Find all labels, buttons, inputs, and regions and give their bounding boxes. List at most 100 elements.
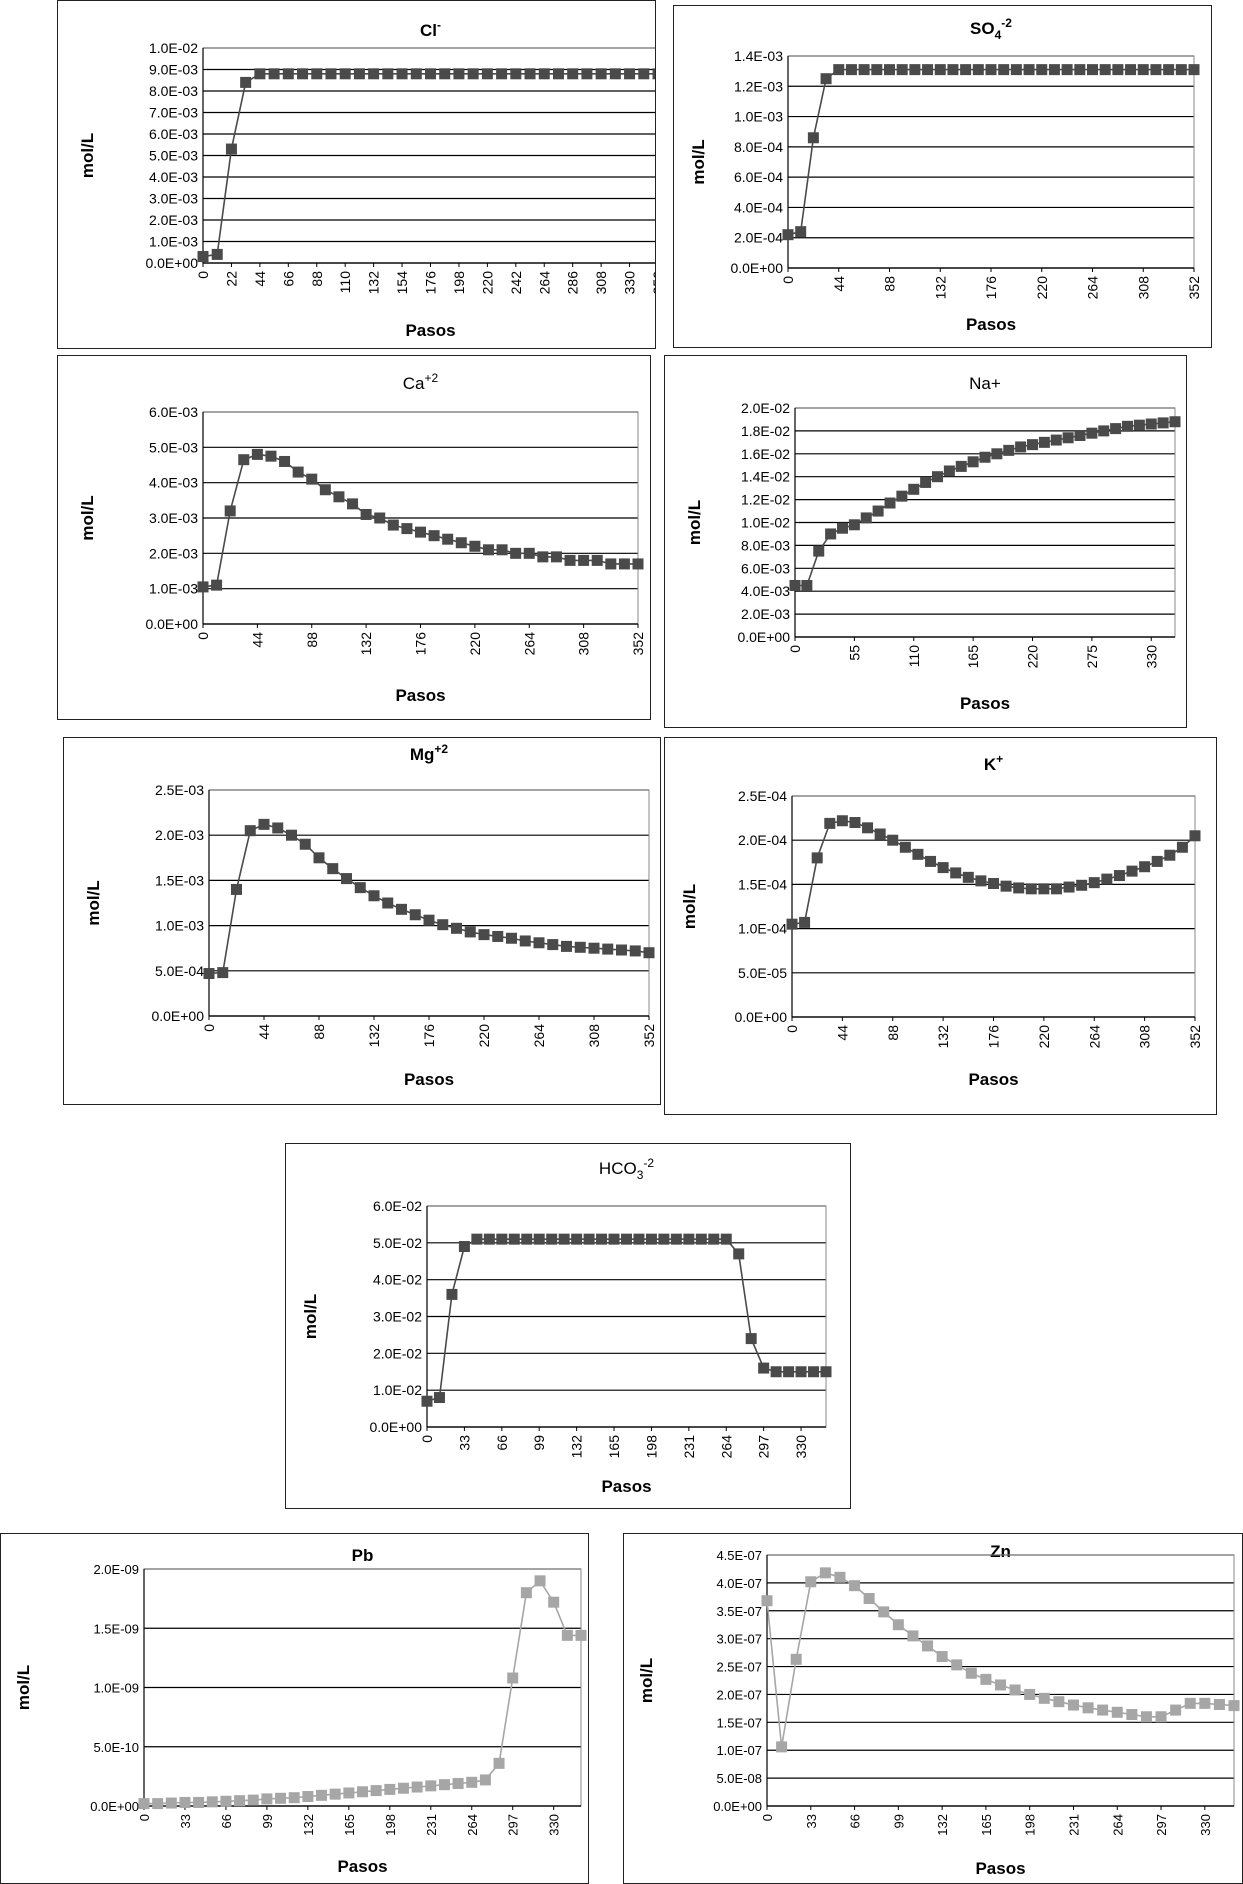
x-tick-label: 132	[935, 1814, 950, 1836]
x-tick-label: 330	[1198, 1814, 1213, 1836]
data-point	[519, 935, 531, 947]
data-point	[783, 1366, 795, 1378]
data-point	[520, 1587, 532, 1599]
data-point	[533, 937, 545, 949]
data-point	[745, 1333, 757, 1345]
x-tick-label: 220	[1036, 1025, 1052, 1049]
data-point	[1025, 883, 1037, 895]
chart-title: Zn	[990, 1542, 1011, 1561]
x-tick-label: 198	[451, 271, 467, 295]
chart-title: Mg+2	[410, 742, 449, 764]
data-point	[1184, 1697, 1196, 1709]
y-tick-label: 1.0E-03	[149, 234, 198, 250]
data-point	[975, 875, 987, 887]
x-tick-label: 99	[260, 1814, 275, 1828]
data-point	[268, 68, 280, 80]
x-tick-label: 0	[195, 632, 211, 640]
data-point	[1176, 841, 1188, 853]
data-point	[871, 64, 883, 76]
data-point	[292, 466, 304, 478]
data-point	[333, 491, 345, 503]
data-point	[197, 581, 209, 593]
data-point	[483, 1233, 495, 1245]
y-tick-label: 2.0E-07	[716, 1687, 762, 1702]
chart-mg: Mg+2 0.0E+00 5.0E-04 1.0E-03 1.5E-03 2.0E-03 2…	[84, 742, 657, 1089]
x-axis-label: Pasos	[337, 1857, 387, 1876]
y-tick-label: 9.0E-03	[149, 62, 198, 78]
chart-title: Cl-	[420, 18, 441, 40]
y-tick-label: 2.0E-03	[149, 545, 198, 561]
data-point	[452, 1777, 464, 1789]
data-point	[510, 547, 522, 559]
y-tick-label: 0.0E+00	[151, 1008, 204, 1024]
chart-panel-ca: Ca+2 0.0E+00 1.0E-03 2.0E-03 3.0E-03 4.0E-03 5…	[57, 355, 651, 720]
y-tick-label: 3.0E-07	[716, 1632, 762, 1647]
data-point	[225, 143, 237, 155]
series-line	[795, 420, 1176, 587]
x-tick-label: 132	[366, 1024, 382, 1048]
data-point	[808, 1366, 820, 1378]
data-point	[776, 1741, 788, 1753]
data-point	[240, 76, 252, 88]
data-point	[1133, 419, 1145, 431]
data-point	[396, 68, 408, 80]
data-point	[469, 540, 481, 552]
chart-title: K+	[984, 752, 1003, 774]
x-axis-label: Pasos	[960, 694, 1010, 713]
chart-panel-zn: Zn 0.0E+00 5.0E-08 1.0E-07 1.5E-07 2.0E-07 2.5…	[623, 1533, 1243, 1884]
x-tick-label: 88	[304, 632, 320, 648]
x-tick-label: 352	[1186, 276, 1202, 300]
data-point	[602, 943, 614, 955]
data-point	[1024, 1688, 1036, 1700]
x-tick-label: 132	[366, 271, 382, 295]
data-point	[1088, 877, 1100, 889]
data-point	[811, 852, 823, 864]
y-tick-label: 3.0E-02	[373, 1309, 422, 1325]
data-point	[683, 1233, 695, 1245]
data-point	[409, 909, 421, 921]
y-axis-label: mol/L	[78, 495, 97, 540]
data-point	[908, 483, 920, 495]
data-point	[1145, 418, 1157, 430]
data-point	[471, 1233, 483, 1245]
data-point	[934, 64, 946, 76]
x-tick-label: 176	[986, 1025, 1002, 1049]
data-point	[439, 68, 451, 80]
data-point	[670, 1233, 682, 1245]
data-point	[231, 883, 242, 895]
x-tick-label: 88	[885, 1025, 901, 1041]
data-point	[206, 1796, 218, 1808]
data-point	[1038, 1692, 1050, 1704]
chart-k: K+ 0.0E+00 5.0E-05 1.0E-04 1.5E-04 2.0E-04 2.5…	[680, 752, 1203, 1089]
data-point	[234, 1795, 246, 1807]
y-tick-label: 7.0E-03	[149, 105, 198, 121]
data-point	[789, 579, 801, 591]
data-point	[998, 64, 1010, 76]
data-point	[849, 817, 861, 829]
series-line	[202, 453, 638, 588]
x-tick-label: 220	[1034, 276, 1050, 300]
y-tick-label: 4.0E-03	[149, 475, 198, 491]
x-tick-label: 88	[309, 271, 325, 287]
data-point	[1126, 865, 1138, 877]
data-point	[912, 848, 924, 860]
data-point	[508, 1233, 520, 1245]
data-point	[892, 1619, 904, 1631]
x-tick-label: 330	[793, 1435, 809, 1459]
x-tick-label: 44	[256, 1024, 272, 1040]
data-point	[907, 1630, 919, 1642]
data-point	[558, 1233, 570, 1245]
data-point	[564, 554, 576, 566]
y-tick-label: 3.0E-03	[149, 510, 198, 526]
x-tick-label: 352	[641, 1024, 657, 1048]
y-tick-label: 6.0E-04	[734, 169, 783, 185]
data-point	[574, 941, 586, 953]
x-tick-label: 0	[784, 1025, 800, 1033]
x-tick-label: 66	[219, 1814, 234, 1828]
data-point	[368, 890, 380, 902]
y-tick-label: 5.0E-03	[149, 148, 198, 164]
data-point	[1074, 429, 1086, 441]
data-point	[1188, 64, 1200, 76]
data-point	[1189, 830, 1201, 842]
data-point	[887, 834, 899, 846]
